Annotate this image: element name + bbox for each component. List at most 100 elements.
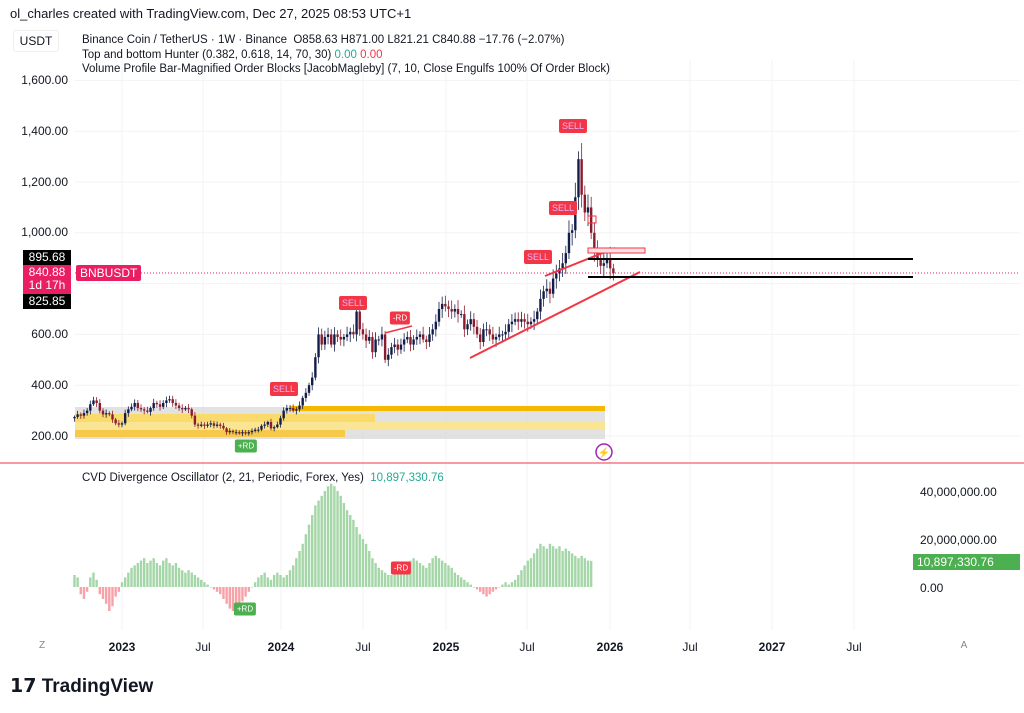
cvd-bar bbox=[589, 560, 593, 587]
cvd-bar bbox=[231, 587, 235, 611]
candle-body bbox=[123, 413, 127, 424]
cvd-bar bbox=[162, 560, 165, 587]
candle-body bbox=[355, 311, 358, 335]
candle-body bbox=[111, 414, 114, 420]
cvd-bar bbox=[89, 577, 92, 587]
candle-body bbox=[298, 405, 301, 410]
candle-body bbox=[447, 306, 450, 309]
cvd-bar bbox=[203, 582, 206, 587]
indicator-order-blocks[interactable]: Volume Profile Bar-Magnified Order Block… bbox=[82, 63, 610, 75]
candle-body bbox=[212, 423, 216, 426]
candle-body bbox=[342, 336, 346, 340]
osc-y-tick: 40,000,000.00 bbox=[920, 485, 997, 499]
symbol-title[interactable]: Binance Coin / TetherUS · 1W · Binance bbox=[82, 34, 287, 46]
cvd-bar bbox=[215, 587, 219, 592]
cvd-bar bbox=[269, 579, 273, 587]
candle-body bbox=[203, 424, 206, 426]
cvd-bar bbox=[561, 551, 564, 587]
oscillator-legend[interactable]: CVD Divergence Oscillator (2, 21, Period… bbox=[82, 472, 444, 484]
candle-body bbox=[304, 392, 308, 398]
candle-body bbox=[583, 194, 587, 213]
cvd-bar bbox=[494, 587, 498, 590]
cvd-bar bbox=[196, 577, 200, 587]
candle-body bbox=[383, 334, 387, 360]
candle-body bbox=[120, 423, 124, 425]
candle-body bbox=[307, 385, 311, 393]
bearish-order-block-2 bbox=[587, 247, 646, 254]
cvd-bar bbox=[92, 572, 95, 587]
cvd-bar bbox=[76, 577, 79, 587]
cvd-bar bbox=[272, 575, 276, 587]
cvd-bar bbox=[152, 558, 155, 587]
cvd-bar bbox=[491, 587, 495, 592]
brand-name: TradingView bbox=[41, 676, 154, 697]
candle-body bbox=[193, 415, 197, 425]
sell-signal: SELL bbox=[338, 296, 368, 310]
candle-body bbox=[234, 432, 238, 434]
trendline-support bbox=[469, 271, 641, 359]
cvd-bar bbox=[234, 587, 238, 609]
candle-body bbox=[602, 263, 606, 266]
sell-signal: SELL bbox=[548, 201, 578, 215]
candle-body bbox=[371, 336, 374, 353]
cvd-bar bbox=[117, 587, 121, 592]
candle-body bbox=[326, 334, 330, 337]
indicator-value-1: 0.00 bbox=[334, 48, 357, 61]
cvd-bar bbox=[168, 563, 171, 587]
cvd-bar bbox=[155, 563, 159, 587]
candle-body bbox=[523, 319, 526, 322]
candle-body bbox=[504, 331, 507, 335]
cvd-bar bbox=[380, 570, 384, 587]
candle-body bbox=[146, 410, 149, 412]
candle-body bbox=[368, 336, 371, 341]
osc-y-tick: 0.00 bbox=[920, 581, 944, 595]
y-tick: 1,400.00 bbox=[21, 124, 68, 138]
cvd-bar bbox=[374, 563, 377, 587]
cvd-bar bbox=[304, 534, 308, 587]
cvd-bar bbox=[526, 560, 529, 587]
candle-body bbox=[336, 334, 339, 337]
candle-body bbox=[311, 377, 314, 386]
cvd-bar bbox=[212, 587, 216, 590]
cvd-bar bbox=[488, 587, 491, 595]
cvd-bar bbox=[517, 575, 520, 587]
osc-bearish-divergence-label: -RD bbox=[390, 561, 412, 575]
cvd-bar bbox=[368, 551, 371, 587]
indicator-top-bottom-hunter[interactable]: Top and bottom Hunter (0.382, 0.618, 14,… bbox=[82, 48, 332, 61]
candle-body bbox=[605, 258, 609, 264]
auto-scale-button[interactable]: A bbox=[960, 640, 968, 651]
cvd-bar bbox=[539, 543, 542, 587]
cvd-bar bbox=[586, 560, 590, 587]
candle-body bbox=[532, 319, 536, 322]
cvd-bar bbox=[434, 555, 438, 587]
cvd-bar bbox=[574, 555, 577, 587]
candle-body bbox=[139, 408, 143, 410]
bullish-divergence-label: +RD bbox=[234, 439, 258, 453]
candle-body bbox=[580, 159, 583, 195]
currency-button[interactable]: USDT bbox=[13, 30, 59, 52]
cvd-bar bbox=[371, 558, 374, 587]
osc-y-tick: 20,000,000.00 bbox=[920, 533, 997, 547]
cvd-bar bbox=[440, 560, 444, 587]
candle-body bbox=[352, 331, 355, 335]
cvd-bar bbox=[225, 587, 228, 604]
candle-body bbox=[501, 334, 504, 336]
bearish-order-block-1 bbox=[587, 215, 597, 224]
x-tick: Jul bbox=[519, 640, 535, 654]
cvd-bar bbox=[260, 575, 263, 587]
price-label-last: 840.88 1d 17h bbox=[23, 265, 71, 294]
candle-body bbox=[165, 400, 168, 403]
indicator-value-2: 0.00 bbox=[360, 48, 383, 61]
x-tick: Jul bbox=[846, 640, 862, 654]
candle-body bbox=[494, 336, 498, 340]
x-tick: 2026 bbox=[596, 640, 624, 654]
cvd-bar bbox=[558, 546, 561, 587]
candle-body bbox=[272, 427, 276, 429]
candle-body bbox=[85, 410, 89, 414]
candle-body bbox=[222, 425, 225, 429]
cvd-bar bbox=[171, 565, 174, 587]
cvd-bar bbox=[548, 543, 552, 587]
timezone-button[interactable]: Z bbox=[38, 640, 46, 651]
bearish-divergence-label: -RD bbox=[389, 311, 411, 325]
